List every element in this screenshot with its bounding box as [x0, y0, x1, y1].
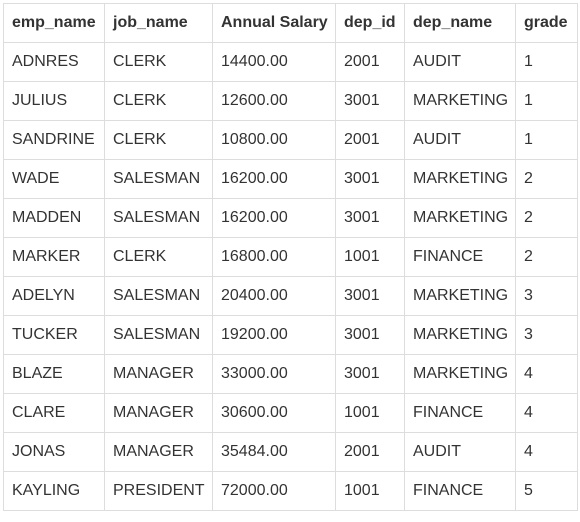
cell-annual-salary: 72000.00 [212, 471, 336, 511]
cell-dep-name: AUDIT [404, 432, 516, 472]
cell-grade: 4 [515, 393, 578, 433]
cell-dep-name: MARKETING [404, 354, 516, 394]
cell-emp-name: SANDRINE [3, 120, 105, 160]
cell-job-name: CLERK [104, 120, 213, 160]
table-row: TUCKER SALESMAN 19200.00 3001 MARKETING 3 [3, 315, 578, 355]
cell-dep-id: 3001 [335, 81, 405, 121]
cell-dep-name: MARKETING [404, 81, 516, 121]
cell-dep-name: AUDIT [404, 42, 516, 82]
cell-grade: 3 [515, 315, 578, 355]
table-row: MARKER CLERK 16800.00 1001 FINANCE 2 [3, 237, 578, 277]
cell-grade: 4 [515, 354, 578, 394]
cell-emp-name: MADDEN [3, 198, 105, 238]
cell-job-name: CLERK [104, 237, 213, 277]
column-header-dep-id: dep_id [335, 3, 405, 43]
table-row: MADDEN SALESMAN 16200.00 3001 MARKETING 2 [3, 198, 578, 238]
cell-job-name: CLERK [104, 81, 213, 121]
cell-dep-id: 1001 [335, 237, 405, 277]
table-row: SANDRINE CLERK 10800.00 2001 AUDIT 1 [3, 120, 578, 160]
table-row: WADE SALESMAN 16200.00 3001 MARKETING 2 [3, 159, 578, 199]
cell-annual-salary: 16200.00 [212, 198, 336, 238]
column-header-emp-name: emp_name [3, 3, 105, 43]
cell-emp-name: ADELYN [3, 276, 105, 316]
cell-emp-name: TUCKER [3, 315, 105, 355]
cell-emp-name: ADNRES [3, 42, 105, 82]
cell-job-name: MANAGER [104, 432, 213, 472]
cell-grade: 1 [515, 81, 578, 121]
table-row: KAYLING PRESIDENT 72000.00 1001 FINANCE 5 [3, 471, 578, 511]
cell-grade: 1 [515, 42, 578, 82]
column-header-grade: grade [515, 3, 578, 43]
cell-job-name: MANAGER [104, 393, 213, 433]
cell-dep-name: AUDIT [404, 120, 516, 160]
cell-emp-name: WADE [3, 159, 105, 199]
cell-emp-name: BLAZE [3, 354, 105, 394]
cell-emp-name: KAYLING [3, 471, 105, 511]
cell-dep-name: FINANCE [404, 471, 516, 511]
cell-annual-salary: 10800.00 [212, 120, 336, 160]
table-row: ADELYN SALESMAN 20400.00 3001 MARKETING 3 [3, 276, 578, 316]
header-row: emp_name job_name Annual Salary dep_id d… [3, 3, 578, 43]
cell-emp-name: MARKER [3, 237, 105, 277]
cell-dep-name: FINANCE [404, 393, 516, 433]
cell-dep-id: 3001 [335, 276, 405, 316]
cell-job-name: MANAGER [104, 354, 213, 394]
cell-job-name: SALESMAN [104, 159, 213, 199]
cell-dep-name: MARKETING [404, 198, 516, 238]
cell-emp-name: JULIUS [3, 81, 105, 121]
cell-annual-salary: 35484.00 [212, 432, 336, 472]
cell-grade: 2 [515, 237, 578, 277]
cell-emp-name: CLARE [3, 393, 105, 433]
cell-annual-salary: 14400.00 [212, 42, 336, 82]
cell-grade: 3 [515, 276, 578, 316]
cell-grade: 2 [515, 159, 578, 199]
cell-dep-name: MARKETING [404, 159, 516, 199]
cell-job-name: SALESMAN [104, 198, 213, 238]
table-row: BLAZE MANAGER 33000.00 3001 MARKETING 4 [3, 354, 578, 394]
cell-dep-id: 3001 [335, 315, 405, 355]
results-table: emp_name job_name Annual Salary dep_id d… [3, 3, 578, 511]
cell-grade: 1 [515, 120, 578, 160]
cell-dep-id: 2001 [335, 432, 405, 472]
column-header-job-name: job_name [104, 3, 213, 43]
table-row: JONAS MANAGER 35484.00 2001 AUDIT 4 [3, 432, 578, 472]
cell-dep-id: 2001 [335, 42, 405, 82]
cell-dep-id: 3001 [335, 198, 405, 238]
cell-dep-name: FINANCE [404, 237, 516, 277]
cell-job-name: SALESMAN [104, 315, 213, 355]
table-body: ADNRES CLERK 14400.00 2001 AUDIT 1 JULIUS CLERK… [3, 42, 578, 511]
cell-dep-id: 3001 [335, 159, 405, 199]
cell-annual-salary: 12600.00 [212, 81, 336, 121]
cell-dep-id: 1001 [335, 393, 405, 433]
table-row: JULIUS CLERK 12600.00 3001 MARKETING 1 [3, 81, 578, 121]
cell-annual-salary: 20400.00 [212, 276, 336, 316]
cell-grade: 5 [515, 471, 578, 511]
cell-annual-salary: 16800.00 [212, 237, 336, 277]
cell-emp-name: JONAS [3, 432, 105, 472]
cell-annual-salary: 19200.00 [212, 315, 336, 355]
table-row: ADNRES CLERK 14400.00 2001 AUDIT 1 [3, 42, 578, 82]
cell-grade: 4 [515, 432, 578, 472]
cell-dep-name: MARKETING [404, 276, 516, 316]
column-header-annual-salary: Annual Salary [212, 3, 336, 43]
cell-annual-salary: 30600.00 [212, 393, 336, 433]
column-header-dep-name: dep_name [404, 3, 516, 43]
cell-dep-id: 1001 [335, 471, 405, 511]
table-row: CLARE MANAGER 30600.00 1001 FINANCE 4 [3, 393, 578, 433]
cell-job-name: SALESMAN [104, 276, 213, 316]
cell-dep-id: 3001 [335, 354, 405, 394]
cell-job-name: PRESIDENT [104, 471, 213, 511]
cell-job-name: CLERK [104, 42, 213, 82]
cell-annual-salary: 33000.00 [212, 354, 336, 394]
table-header: emp_name job_name Annual Salary dep_id d… [3, 3, 578, 43]
cell-dep-id: 2001 [335, 120, 405, 160]
cell-annual-salary: 16200.00 [212, 159, 336, 199]
results-table-container: emp_name job_name Annual Salary dep_id d… [3, 3, 578, 511]
cell-grade: 2 [515, 198, 578, 238]
cell-dep-name: MARKETING [404, 315, 516, 355]
